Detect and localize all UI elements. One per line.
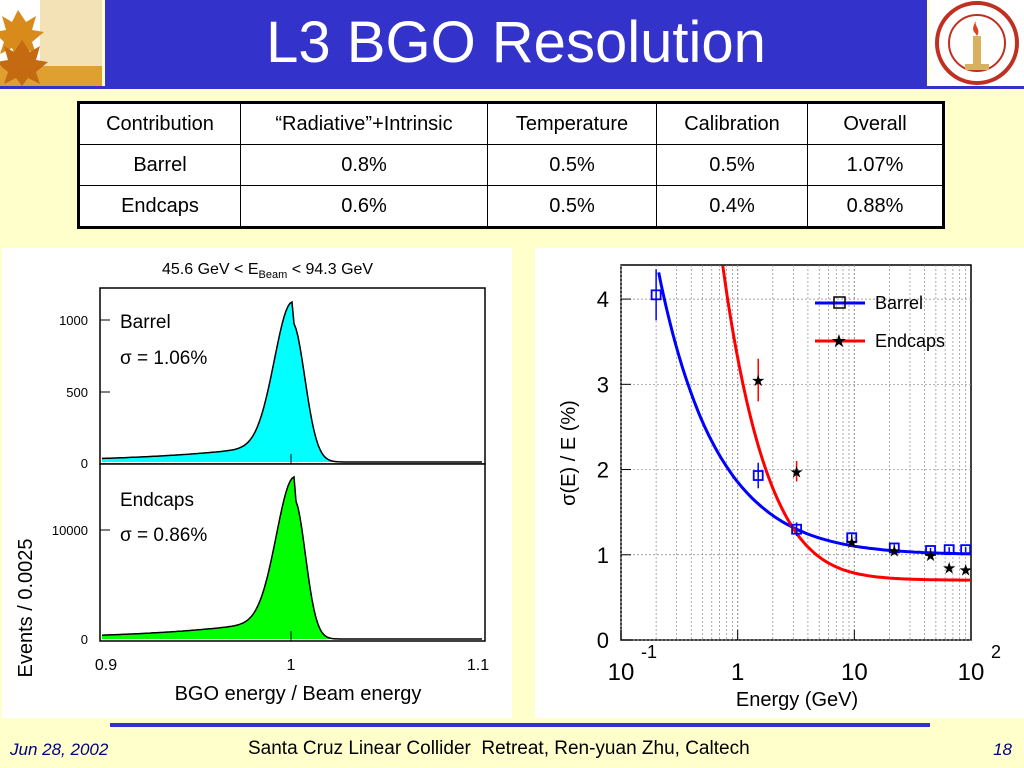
table-cell: 1.07% [807, 144, 944, 186]
y-tick-label: 3 [597, 372, 609, 397]
legend-endcaps-label: Endcaps [875, 331, 945, 351]
barrel-sigma: σ = 1.06% [120, 348, 207, 369]
x-tick-label: 10 [958, 659, 985, 686]
table-cell: Barrel [78, 144, 241, 186]
x-tick-label: 0.9 [95, 657, 117, 674]
x-axis: 10 -1 1 10 10 2 [608, 630, 1001, 686]
title-bar: L3 BGO Resolution [105, 0, 927, 86]
legend: Barrel ★ Endcaps [815, 293, 945, 351]
endcaps-point: ★ [942, 561, 956, 578]
chart-ylabel: σ(E) / E (%) [558, 400, 580, 506]
y-axis: 0 1 2 3 4 [597, 287, 631, 653]
barrel-point [752, 470, 764, 481]
y-tick-label: 1000 [59, 313, 88, 328]
barrel-histogram [102, 302, 482, 462]
caltech-seal-icon [935, 1, 1019, 85]
legend-endcaps-marker: ★ [831, 331, 847, 351]
chart-xlabel: Energy (GeV) [736, 689, 858, 711]
endcaps-point: ★ [887, 544, 901, 561]
endcaps-point: ★ [845, 535, 859, 552]
table-cell: 0.5% [487, 185, 657, 228]
endcaps-point: ★ [923, 548, 937, 565]
right-logo [930, 0, 1024, 86]
legend-barrel-label: Barrel [875, 293, 923, 313]
plot-frame [620, 264, 972, 641]
x-tick-label: 1.1 [467, 657, 489, 674]
barrel-label: Barrel [120, 312, 171, 333]
left-logo [0, 0, 102, 86]
footer-center: Santa Cruz Linear Collider Retreat, Ren-… [248, 738, 750, 759]
x-tick-label: 1 [731, 659, 744, 686]
table-cell: 0.6% [240, 185, 488, 228]
x-tick-exponent: 2 [991, 642, 1001, 662]
y-tick-label: 0 [597, 628, 609, 653]
table-cell: 0.5% [487, 144, 657, 186]
histogram-header: 45.6 GeV < EBeam < 94.3 GeV [162, 261, 373, 281]
maple-leaf-logo [0, 0, 102, 86]
y-tick-label: 1 [597, 543, 609, 568]
x-tick-label: 1 [287, 657, 296, 674]
table-header-cell: Calibration [656, 102, 808, 145]
endcaps-point: ★ [789, 464, 803, 481]
x-tick-label: 10 [608, 659, 635, 686]
data-points: ★★★★ ★★ ★ [650, 269, 973, 579]
histogram-panel: 45.6 GeV < EBeam < 94.3 GeV Events / 0.0… [2, 248, 512, 718]
y-tick-label: 500 [66, 385, 88, 400]
page-number: 18 [993, 740, 1012, 759]
barrel-point [960, 544, 972, 556]
legend-barrel-marker [833, 296, 846, 309]
fit-curves [657, 265, 972, 582]
endcaps-fit-curve [101, 475, 482, 640]
table-cell: Endcaps [78, 185, 241, 228]
endcaps-label: Endcaps [120, 490, 194, 511]
table-header-cell: “Radiative”+Intrinsic [240, 102, 488, 145]
x-tick-exponent: -1 [641, 642, 657, 662]
table-header-cell: Contribution [78, 102, 241, 145]
barrel-point [791, 523, 803, 535]
barrel-point [650, 289, 662, 301]
barrel-fit-curve [657, 272, 972, 556]
table-cell: 0.5% [656, 144, 808, 186]
table-row: Endcaps 0.6% 0.5% 0.4% 0.88% [78, 185, 944, 228]
table-header-row: Contribution “Radiative”+Intrinsic Tempe… [78, 102, 944, 145]
table-row: Barrel 0.8% 0.5% 0.5% 1.07% [78, 144, 944, 186]
y-tick-label: 0 [81, 632, 88, 647]
y-tick-label: 4 [597, 287, 609, 312]
histogram-figure: 45.6 GeV < EBeam < 94.3 GeV Events / 0.0… [15, 261, 489, 705]
title-underline [0, 86, 1024, 89]
resolution-table: Contribution “Radiative”+Intrinsic Tempe… [77, 101, 945, 229]
x-tick-label: 10 [841, 659, 868, 686]
table-cell: 0.4% [656, 185, 808, 228]
table-header-cell: Overall [807, 102, 944, 145]
endcaps-sigma: σ = 0.86% [120, 525, 207, 546]
endcaps-point: ★ [958, 562, 972, 579]
slide-title: L3 BGO Resolution [266, 10, 766, 75]
endcaps-point: ★ [751, 373, 765, 390]
table-header-cell: Temperature [487, 102, 657, 145]
barrel-fit-curve [102, 300, 482, 463]
histogram-ylabel: Events / 0.0025 [15, 539, 37, 678]
table-cell: 0.88% [807, 185, 944, 228]
table-cell: 0.8% [240, 144, 488, 186]
endcaps-histogram [102, 477, 482, 639]
y-tick-label: 10000 [52, 523, 88, 538]
endcaps-fit-curve [721, 265, 971, 582]
y-tick-label: 2 [597, 458, 609, 483]
footer-line [110, 723, 930, 727]
footer-date: Jun 28, 2002 [10, 740, 109, 759]
barrel-point [943, 544, 955, 556]
y-tick-label: 0 [81, 456, 88, 471]
histogram-xlabel: BGO energy / Beam energy [175, 683, 422, 705]
